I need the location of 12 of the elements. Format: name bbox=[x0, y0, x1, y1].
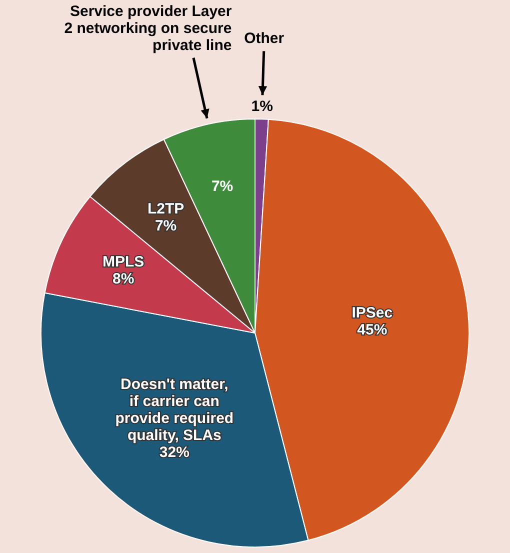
slice-label: MPLS bbox=[102, 254, 144, 271]
slice-label: IPSec bbox=[352, 304, 393, 322]
slice-label: Other bbox=[244, 30, 284, 48]
data-label: 7% bbox=[211, 178, 234, 195]
data-label: 8% bbox=[112, 270, 134, 288]
data-label: 1% bbox=[251, 98, 273, 116]
data-label: 7% bbox=[154, 217, 177, 234]
data-label: 45% bbox=[357, 321, 388, 338]
slice-label: Doesn't matter, if carrier can provide required quality, SLAs bbox=[115, 376, 234, 444]
slice-label: Service provider Layer 2 networking on secure private line bbox=[64, 2, 232, 54]
data-label: 32% bbox=[159, 444, 190, 461]
slice-label: L2TP bbox=[147, 200, 184, 218]
